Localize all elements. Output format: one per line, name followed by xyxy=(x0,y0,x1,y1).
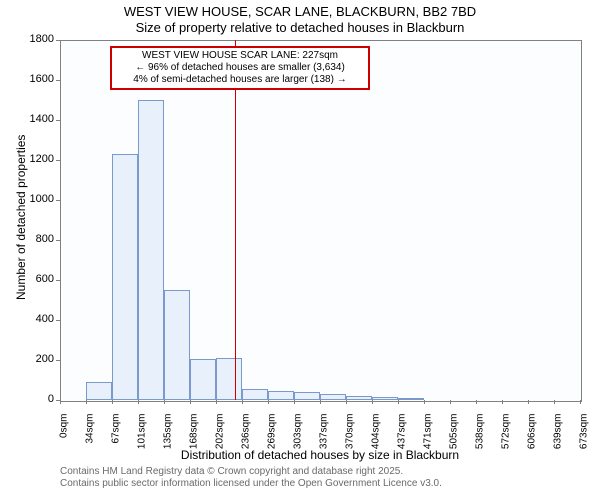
histogram-bar xyxy=(190,359,216,400)
x-tick xyxy=(424,400,425,404)
x-tick xyxy=(242,400,243,404)
histogram-bar xyxy=(112,154,138,400)
y-tick xyxy=(56,120,60,121)
x-tick-label: 639sqm xyxy=(553,414,564,458)
histogram-bar xyxy=(242,389,268,400)
x-tick xyxy=(268,400,269,404)
x-tick xyxy=(528,400,529,404)
y-tick xyxy=(56,320,60,321)
x-tick-label: 538sqm xyxy=(475,414,486,458)
y-tick-label: 1200 xyxy=(20,153,54,165)
x-tick-label: 0sqm xyxy=(59,414,70,458)
callout-line1: WEST VIEW HOUSE SCAR LANE: 227sqm xyxy=(116,50,364,62)
callout-line2: ← 96% of detached houses are smaller (3,… xyxy=(116,62,364,74)
x-tick-label: 505sqm xyxy=(449,414,460,458)
x-tick-label: 202sqm xyxy=(215,414,226,458)
histogram-bar xyxy=(398,398,424,400)
x-tick xyxy=(86,400,87,404)
x-tick-label: 337sqm xyxy=(319,414,330,458)
callout-line3: 4% of semi-detached houses are larger (1… xyxy=(116,74,364,86)
y-tick-label: 0 xyxy=(20,393,54,405)
x-tick xyxy=(138,400,139,404)
x-tick xyxy=(346,400,347,404)
x-tick xyxy=(554,400,555,404)
histogram-bar xyxy=(320,394,346,400)
x-tick xyxy=(60,400,61,404)
x-tick xyxy=(216,400,217,404)
footer-text: Contains HM Land Registry data © Crown c… xyxy=(60,466,442,490)
histogram-bar xyxy=(346,396,372,400)
chart-root: WEST VIEW HOUSE, SCAR LANE, BLACKBURN, B… xyxy=(0,0,600,500)
histogram-bar xyxy=(216,358,242,400)
y-tick-label: 1600 xyxy=(20,73,54,85)
y-tick-label: 200 xyxy=(20,353,54,365)
x-tick-label: 606sqm xyxy=(527,414,538,458)
chart-title-line1: WEST VIEW HOUSE, SCAR LANE, BLACKBURN, B… xyxy=(0,4,600,19)
histogram-bar xyxy=(268,391,294,400)
x-tick-label: 572sqm xyxy=(501,414,512,458)
histogram-bar xyxy=(164,290,190,400)
x-tick-label: 303sqm xyxy=(293,414,304,458)
x-tick xyxy=(164,400,165,404)
x-tick-label: 437sqm xyxy=(397,414,408,458)
y-tick-label: 1400 xyxy=(20,113,54,125)
y-tick xyxy=(56,200,60,201)
histogram-bar xyxy=(138,100,164,400)
histogram-bar xyxy=(294,392,320,400)
footer-line1: Contains HM Land Registry data © Crown c… xyxy=(60,466,442,478)
x-tick-label: 236sqm xyxy=(241,414,252,458)
x-tick xyxy=(320,400,321,404)
histogram-bar xyxy=(372,397,398,400)
x-tick-label: 168sqm xyxy=(189,414,200,458)
x-tick xyxy=(450,400,451,404)
histogram-bar xyxy=(86,382,112,400)
y-tick xyxy=(56,280,60,281)
y-tick-label: 400 xyxy=(20,313,54,325)
x-tick xyxy=(580,400,581,404)
x-tick xyxy=(502,400,503,404)
chart-title-line2: Size of property relative to detached ho… xyxy=(0,20,600,35)
y-tick xyxy=(56,360,60,361)
y-tick-label: 800 xyxy=(20,233,54,245)
footer-line2: Contains public sector information licen… xyxy=(60,478,442,490)
x-tick xyxy=(398,400,399,404)
x-tick-label: 34sqm xyxy=(85,414,96,458)
x-tick-label: 67sqm xyxy=(111,414,122,458)
y-tick-label: 1800 xyxy=(20,33,54,45)
x-tick xyxy=(476,400,477,404)
x-tick xyxy=(190,400,191,404)
x-tick xyxy=(372,400,373,404)
x-tick-label: 101sqm xyxy=(137,414,148,458)
callout-box: WEST VIEW HOUSE SCAR LANE: 227sqm ← 96% … xyxy=(110,46,370,90)
x-tick-label: 673sqm xyxy=(579,414,590,458)
x-tick-label: 135sqm xyxy=(163,414,174,458)
y-tick-label: 1000 xyxy=(20,193,54,205)
y-tick xyxy=(56,80,60,81)
y-tick xyxy=(56,40,60,41)
y-tick xyxy=(56,160,60,161)
x-tick-label: 404sqm xyxy=(371,414,382,458)
x-tick-label: 471sqm xyxy=(423,414,434,458)
x-tick-label: 269sqm xyxy=(267,414,278,458)
y-tick xyxy=(56,240,60,241)
x-tick xyxy=(294,400,295,404)
x-tick-label: 370sqm xyxy=(345,414,356,458)
x-tick xyxy=(112,400,113,404)
reference-line xyxy=(235,40,236,400)
y-tick-label: 600 xyxy=(20,273,54,285)
